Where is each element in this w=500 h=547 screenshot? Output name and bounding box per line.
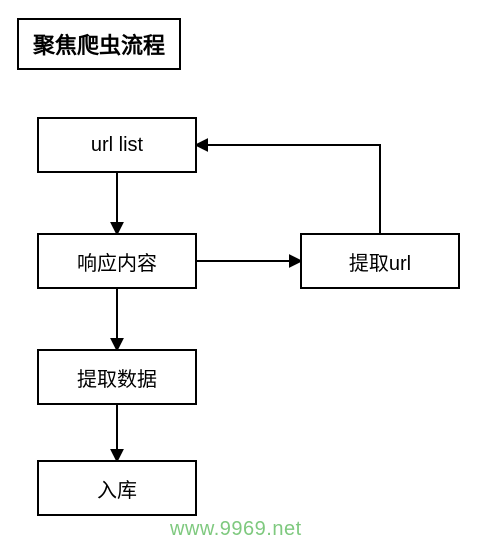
node-label: 提取url (349, 247, 411, 276)
node-store: 入库 (37, 460, 197, 516)
node-extract-url: 提取url (300, 233, 460, 289)
node-label: 入库 (97, 474, 137, 503)
node-url-list: url list (37, 117, 197, 173)
diagram-title: 聚焦爬虫流程 (17, 18, 181, 70)
edge-extract_url-to-url_list (197, 145, 380, 233)
node-label: 提取数据 (77, 363, 157, 392)
node-response: 响应内容 (37, 233, 197, 289)
node-label: url list (91, 134, 143, 157)
node-extract-data: 提取数据 (37, 349, 197, 405)
watermark-text: www.9969.net (170, 518, 302, 541)
node-label: 响应内容 (77, 247, 157, 276)
